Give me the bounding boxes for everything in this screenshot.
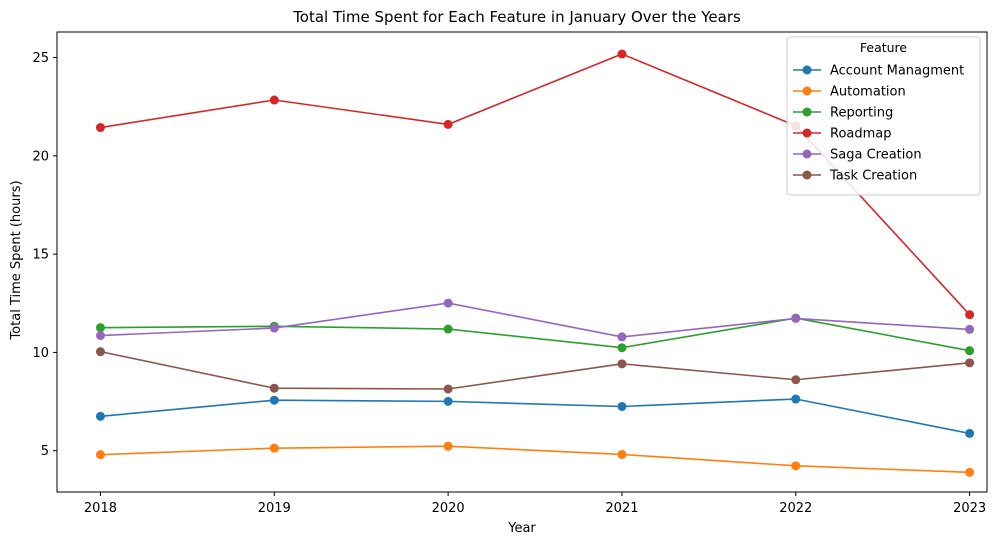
data-point: [269, 95, 279, 105]
data-point: [443, 119, 453, 129]
x-tick-label: 2023: [953, 501, 986, 516]
legend-label: Saga Creation: [830, 148, 922, 163]
y-tick-label: 25: [32, 51, 49, 66]
legend-label: Automation: [830, 85, 906, 100]
data-point: [95, 411, 105, 421]
data-point: [791, 461, 801, 471]
series-line: [100, 398, 970, 435]
series-1: [95, 441, 975, 477]
series-line: [100, 317, 970, 352]
y-tick-label: 10: [32, 346, 49, 361]
data-point: [617, 49, 627, 59]
series-line: [100, 350, 970, 390]
x-tick-label: 2019: [258, 501, 291, 516]
x-axis-label: Year: [507, 521, 536, 536]
data-point: [95, 347, 105, 357]
legend-item: Saga Creation: [793, 148, 922, 163]
data-point: [965, 310, 975, 320]
legend: Feature Account Managment Automation Report…: [786, 36, 981, 196]
legend-item: Account Managment: [793, 64, 964, 79]
data-point: [617, 449, 627, 459]
data-point: [617, 401, 627, 411]
data-point: [95, 123, 105, 133]
plot-area: [56, 31, 988, 493]
legend-marker: [802, 149, 812, 159]
legend-item: Reporting: [793, 106, 893, 121]
data-point: [965, 467, 975, 477]
data-point: [269, 383, 279, 393]
y-tick-label: 15: [32, 248, 49, 263]
legend-marker: [802, 107, 812, 117]
data-point: [95, 450, 105, 460]
series-5: [95, 347, 975, 394]
data-point: [443, 298, 453, 308]
y-tick-label: 5: [41, 444, 49, 459]
x-tick-label: 2021: [605, 501, 638, 516]
data-point: [617, 332, 627, 342]
plot-frame: [56, 31, 988, 493]
data-point: [965, 346, 975, 356]
legend-label: Reporting: [830, 106, 893, 121]
legend-marker: [802, 170, 812, 180]
data-point: [617, 359, 627, 369]
data-point: [965, 358, 975, 368]
data-point: [95, 323, 105, 333]
data-point: [791, 313, 801, 323]
y-axis-label: Total Time Spent (hours): [9, 180, 24, 340]
data-point: [617, 343, 627, 353]
data-point: [443, 384, 453, 394]
data-point: [269, 443, 279, 453]
legend-marker: [802, 128, 812, 138]
data-point: [443, 396, 453, 406]
legend-label: Task Creation: [829, 169, 917, 184]
x-tick-label: 2020: [432, 501, 465, 516]
x-axis: 2018 2019 2020 2021 2022 2023: [84, 492, 986, 516]
series-line: [100, 302, 970, 338]
data-point: [95, 331, 105, 341]
legend-label: Roadmap: [830, 127, 892, 142]
x-tick-label: 2018: [84, 501, 117, 516]
data-point: [965, 428, 975, 438]
chart-title: Total Time Spent for Each Feature in Jan…: [292, 8, 741, 26]
data-point: [443, 441, 453, 451]
data-point: [791, 375, 801, 385]
legend-box: [786, 36, 981, 196]
x-tick-label: 2022: [779, 501, 812, 516]
data-point: [269, 395, 279, 405]
series-4: [95, 298, 975, 342]
data-point: [791, 394, 801, 404]
legend-title: Feature: [860, 40, 908, 55]
legend-marker: [802, 86, 812, 96]
legend-marker: [802, 65, 812, 75]
data-point: [443, 324, 453, 334]
data-point: [965, 324, 975, 334]
series-0: [95, 394, 975, 438]
legend-item: Roadmap: [793, 127, 892, 142]
data-point: [269, 323, 279, 333]
legend-item: Task Creation: [793, 169, 917, 184]
y-tick-label: 20: [32, 149, 49, 164]
legend-item: Automation: [793, 85, 906, 100]
series-line: [100, 445, 970, 474]
y-axis: 5 10 15 20 25: [32, 51, 57, 459]
legend-label: Account Managment: [830, 64, 964, 79]
